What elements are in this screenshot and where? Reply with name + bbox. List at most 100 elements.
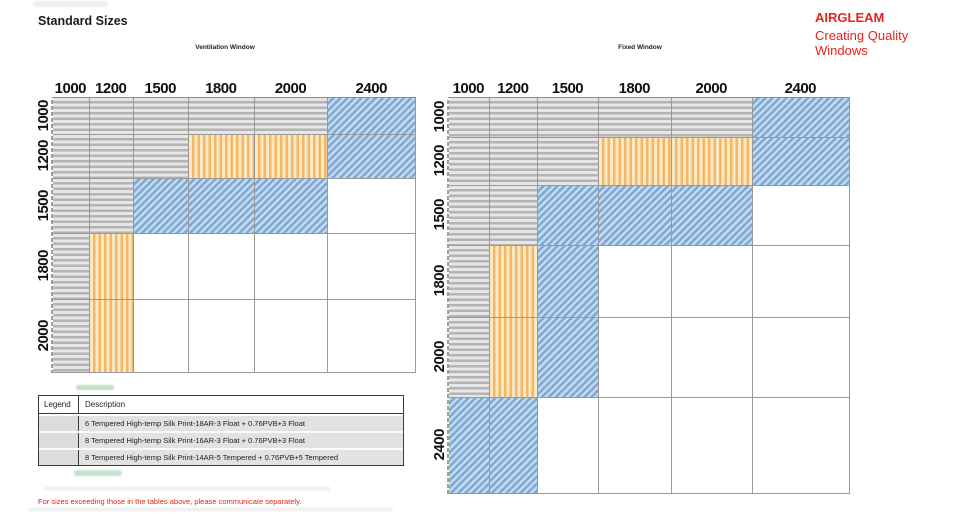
grid-cell-gray xyxy=(598,98,672,138)
grid-cell-orange xyxy=(89,299,134,374)
fixed-window-size-grid: 1000 1200 1500 1800 2000 2400 1000 1200 1500 1800… xyxy=(430,79,850,494)
grid-cell-gray xyxy=(449,138,490,186)
grid-cell-none xyxy=(328,233,417,300)
grid-cell-none xyxy=(752,246,850,318)
grid-cell-none xyxy=(538,398,599,494)
grid-cell-gray xyxy=(89,98,134,135)
grid-cell-gray xyxy=(254,98,329,135)
scan-artifact xyxy=(45,487,330,490)
grid-row xyxy=(449,186,850,246)
scan-artifact xyxy=(74,470,122,476)
legend-description: 8 Tempered High-temp Silk Print-14AR-5 T… xyxy=(79,450,403,465)
grid-cell-none xyxy=(752,318,850,398)
grid-cell-blue xyxy=(752,98,850,138)
grid-cell-none xyxy=(328,178,417,234)
row-header-text: 1200 xyxy=(430,145,448,177)
row-header-label: 2000 xyxy=(430,317,448,397)
grid-cell-blue xyxy=(133,178,189,234)
column-header-label: 1000 xyxy=(54,80,87,97)
grid-cell-gray xyxy=(53,299,90,374)
grid-cell-none xyxy=(671,318,753,398)
grid-row xyxy=(53,98,417,135)
grid-cell-gray xyxy=(449,98,490,138)
legend-table: Legend Description 6 Tempered High-temp … xyxy=(38,395,404,466)
grid-cell-blue xyxy=(254,178,329,234)
grid-cell-gray xyxy=(449,246,490,318)
row-header-label: 1800 xyxy=(34,233,52,299)
grid-cell-none xyxy=(254,299,329,374)
grid-cell-gray xyxy=(489,186,539,246)
row-header-text: 2400 xyxy=(430,429,448,461)
grid-cell-gray xyxy=(53,134,90,179)
grid-cell-none xyxy=(133,299,189,374)
grid-row xyxy=(53,134,417,179)
grid-cell-orange xyxy=(671,138,753,186)
column-header-row: 1000 1200 1500 1800 2000 2400 xyxy=(430,79,850,97)
row-header-label: 1800 xyxy=(430,245,448,317)
description-header-cell: Description xyxy=(85,400,126,409)
column-header-label: 1800 xyxy=(618,80,651,97)
row-label-column: 1000 1200 1500 1800 2000 xyxy=(34,97,52,373)
scan-artifact xyxy=(76,385,114,390)
row-header-text: 1200 xyxy=(34,140,52,172)
axis-tick-strip xyxy=(51,98,53,374)
grid-cell-orange xyxy=(489,318,539,398)
grid-cell-orange xyxy=(489,246,539,318)
grid-cell-gray xyxy=(449,186,490,246)
brand-tagline: Creating Quality Windows xyxy=(815,28,909,58)
grid-cell-none xyxy=(254,233,329,300)
column-header-label: 1500 xyxy=(144,80,177,97)
grid-cell-orange xyxy=(188,134,255,179)
legend-header-cell: Legend xyxy=(39,396,79,413)
grid-cell-gray xyxy=(449,318,490,398)
column-header-label: 1800 xyxy=(205,80,237,97)
legend-description: 8 Tempered High-temp Silk Print-16AR-3 F… xyxy=(79,433,403,448)
legend-table-header-row: Legend Description xyxy=(39,396,403,414)
grid-row xyxy=(449,318,850,398)
row-header-text: 1800 xyxy=(34,250,52,282)
grid-cell-none xyxy=(752,186,850,246)
column-header-label: 1500 xyxy=(551,80,584,97)
row-header-text: 2000 xyxy=(430,341,448,373)
grid-row xyxy=(449,138,850,186)
grid-cells xyxy=(447,97,850,494)
axis-tick-strip xyxy=(447,98,449,494)
grid-cell-none xyxy=(328,299,417,374)
column-header-label: 1200 xyxy=(95,80,127,97)
grid-row xyxy=(449,98,850,138)
row-header-text: 2000 xyxy=(34,319,52,352)
grid-cells xyxy=(51,97,417,374)
row-header-label: 1500 xyxy=(430,185,448,245)
grid-cell-blue xyxy=(752,138,850,186)
grid-cell-blue xyxy=(538,246,599,318)
grid-cell-gray xyxy=(53,98,90,135)
legend-swatch xyxy=(39,433,79,448)
grid-cell-gray xyxy=(89,178,134,234)
row-header-label: 1200 xyxy=(430,137,448,185)
grid-row xyxy=(449,398,850,494)
row-header-text: 1500 xyxy=(34,189,52,221)
grid-cell-blue xyxy=(328,98,417,135)
grid-cell-gray xyxy=(489,98,539,138)
legend-description: 6 Tempered High-temp Silk Print-18AR-3 F… xyxy=(79,416,403,431)
row-header-label: 1000 xyxy=(34,97,52,134)
column-header-label: 2400 xyxy=(355,80,388,97)
row-header-text: 1500 xyxy=(430,199,448,231)
scan-artifact xyxy=(28,508,393,511)
grid-cell-none xyxy=(671,246,753,318)
grid-cell-gray xyxy=(53,178,90,234)
grid-cell-blue xyxy=(671,186,753,246)
row-header-label: 1500 xyxy=(34,178,52,233)
grid-cell-blue xyxy=(449,398,490,494)
grid-cell-blue xyxy=(538,318,599,398)
row-header-label: 1200 xyxy=(34,134,52,178)
grid-cell-gray xyxy=(89,134,134,179)
row-header-text: 1000 xyxy=(34,99,52,132)
grid-cell-none xyxy=(598,318,672,398)
row-header-label: 2000 xyxy=(34,299,52,372)
grid-cell-none xyxy=(188,299,255,374)
grid-cell-none xyxy=(188,233,255,300)
footnote: For sizes exceeding those in the tables … xyxy=(38,497,302,506)
grid-cell-none xyxy=(598,246,672,318)
row-label-column: 1000 1200 1500 1800 2000 2400 xyxy=(430,97,448,494)
